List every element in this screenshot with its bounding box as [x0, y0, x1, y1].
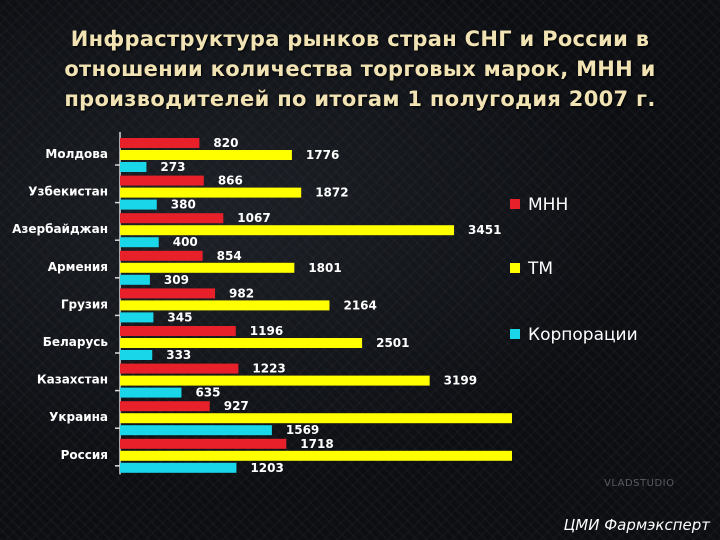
- bar-1: [120, 150, 292, 160]
- data-label: 1569: [286, 423, 319, 437]
- data-label: 1872: [315, 186, 348, 200]
- data-label: 345: [167, 310, 192, 324]
- bar-2: [120, 425, 272, 436]
- bar-0: [120, 326, 236, 336]
- data-label: 982: [229, 286, 254, 300]
- category-label: Казахстан: [37, 373, 108, 387]
- data-label: 927: [224, 399, 249, 413]
- chart-title: Инфраструктура рынков стран СНГ и России…: [64, 27, 656, 111]
- data-label: 309: [164, 273, 189, 287]
- data-label: 635: [195, 386, 220, 400]
- bar-0: [120, 288, 216, 299]
- category-label: Грузия: [61, 297, 108, 311]
- data-label: 1196: [250, 324, 283, 338]
- source-credit: ЦМИ Фармэксперт: [563, 516, 710, 534]
- data-label: 1067: [237, 211, 270, 225]
- category-label: Россия: [61, 448, 108, 462]
- bar-0: [120, 175, 204, 186]
- data-label: 1223: [252, 362, 285, 376]
- data-label: 333: [166, 348, 191, 362]
- data-label: 400: [173, 235, 198, 249]
- data-label: 854: [217, 249, 242, 263]
- category-label: Беларусь: [43, 335, 109, 349]
- watermark: VLADSTUDIO: [604, 478, 675, 489]
- bar-0: [120, 401, 210, 412]
- data-label: 3199: [444, 374, 477, 388]
- legend-label: МНН: [528, 195, 568, 215]
- bar-1: [120, 225, 455, 236]
- category-label: Молдова: [45, 147, 108, 161]
- legend-label: ТМ: [527, 259, 553, 279]
- bar-0: [120, 250, 203, 261]
- data-label: 380: [171, 198, 196, 212]
- bar-2: [120, 387, 182, 398]
- data-label: 273: [160, 160, 185, 174]
- bar-1: [120, 338, 363, 348]
- bar-1: [120, 262, 295, 273]
- data-label: 2164: [343, 298, 376, 312]
- data-label: 1801: [308, 261, 341, 275]
- bar-2: [120, 350, 153, 360]
- data-label: 820: [213, 136, 238, 150]
- bar-1: [120, 375, 430, 386]
- bar-2: [120, 462, 237, 473]
- category-label: Армения: [48, 260, 108, 274]
- data-label: 866: [218, 174, 243, 188]
- data-label: 1776: [306, 148, 339, 162]
- category-label: Украина: [49, 410, 108, 424]
- data-label: 1203: [250, 461, 283, 475]
- legend-swatch: [510, 329, 520, 339]
- bar-0: [120, 213, 224, 224]
- bar-2: [120, 274, 150, 285]
- bar-1: [120, 450, 512, 461]
- legend-swatch: [510, 263, 520, 273]
- bar-2: [120, 162, 147, 172]
- bar-1: [120, 413, 512, 424]
- bar-1: [120, 300, 330, 311]
- bar-2: [120, 312, 154, 323]
- bar-0: [120, 363, 239, 374]
- legend-label: Корпорации: [528, 325, 638, 345]
- bar-2: [120, 199, 157, 210]
- bar-1: [120, 187, 302, 198]
- data-label: 2501: [376, 336, 409, 350]
- bar-0: [120, 438, 287, 449]
- bar-0: [120, 138, 200, 148]
- category-label: Узбекистан: [28, 185, 108, 199]
- category-label: Азербайджан: [12, 222, 108, 236]
- data-label: 3451: [468, 223, 501, 237]
- bar-2: [120, 237, 159, 248]
- legend-swatch: [510, 199, 520, 209]
- data-label: 1718: [300, 437, 333, 451]
